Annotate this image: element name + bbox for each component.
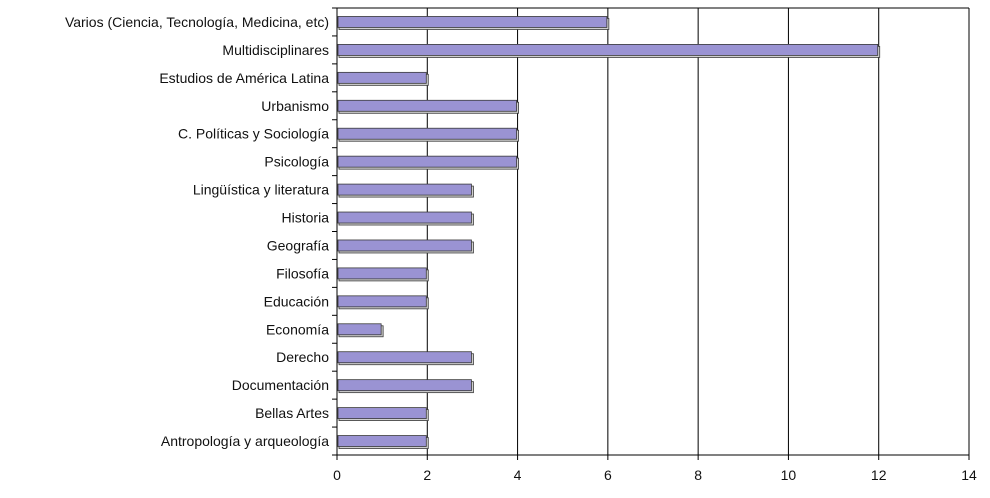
bar-1 xyxy=(337,44,879,56)
x-tick-label-10: 10 xyxy=(781,467,797,483)
x-tick-label-6: 6 xyxy=(604,467,612,483)
bar-13 xyxy=(337,379,472,392)
category-label-13: Documentación xyxy=(232,377,329,393)
category-label-14: Bellas Artes xyxy=(255,405,329,421)
category-label-1: Multidisciplinares xyxy=(222,42,329,58)
bar-9 xyxy=(337,267,427,280)
bar-10 xyxy=(337,295,427,308)
category-labels: Varios (Ciencia, Tecnología, Medicina, e… xyxy=(65,14,329,449)
x-tick-labels: 0 2 4 6 8 10 12 14 xyxy=(333,467,977,483)
category-label-8: Geografía xyxy=(267,237,329,253)
bar-6 xyxy=(337,183,472,196)
bar-8 xyxy=(337,239,472,252)
bar-11 xyxy=(337,323,382,336)
category-label-12: Derecho xyxy=(276,349,329,365)
x-tick-label-4: 4 xyxy=(514,467,522,483)
bar-15 xyxy=(337,435,427,447)
category-label-5: Psicología xyxy=(264,154,329,170)
bar-4 xyxy=(337,127,517,140)
bar-0 xyxy=(337,16,608,28)
category-label-11: Economía xyxy=(266,321,329,337)
bar-7 xyxy=(337,211,472,224)
x-tick-label-12: 12 xyxy=(871,467,887,483)
x-tick-label-14: 14 xyxy=(961,467,977,483)
bar-2 xyxy=(337,71,427,84)
x-tick-label-2: 2 xyxy=(423,467,431,483)
category-label-3: Urbanismo xyxy=(261,98,329,114)
bar-3 xyxy=(337,99,517,112)
category-label-9: Filosofía xyxy=(276,265,329,281)
x-tick-label-8: 8 xyxy=(694,467,702,483)
axes xyxy=(332,7,970,460)
category-label-6: Lingüística y literatura xyxy=(193,182,329,198)
category-label-0: Varios (Ciencia, Tecnología, Medicina, e… xyxy=(65,14,329,30)
category-label-4: C. Políticas y Sociología xyxy=(178,126,329,142)
category-label-15: Antropología y arqueología xyxy=(161,433,329,449)
bar-5 xyxy=(337,155,517,168)
category-label-10: Educación xyxy=(264,293,329,309)
x-tick-label-0: 0 xyxy=(333,467,341,483)
bar-14 xyxy=(337,407,427,419)
bar-12 xyxy=(337,351,472,364)
bars xyxy=(337,16,881,449)
category-label-2: Estudios de América Latina xyxy=(159,70,329,86)
category-label-7: Historia xyxy=(282,210,330,226)
